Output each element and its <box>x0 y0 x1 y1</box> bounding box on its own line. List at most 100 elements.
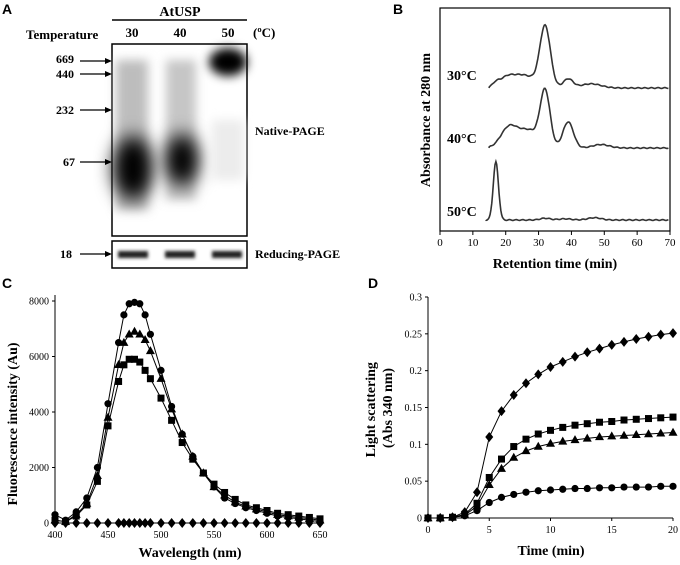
chart-d-point-square <box>510 443 518 451</box>
marker-232-arrow <box>105 107 112 113</box>
chart-d-point-diamond <box>546 361 555 372</box>
chart-d-xtick-label: 10 <box>546 525 556 536</box>
chart-d-ylabel: Light scattering (Abs 340 nm) <box>364 359 396 458</box>
chart-c-point-circle <box>141 311 149 319</box>
chart-b-xtick-label: 0 <box>437 237 443 249</box>
chart-d-point-square <box>645 415 652 423</box>
chart-d-xtick-label: 0 <box>426 525 431 536</box>
chart-c-point-square <box>252 504 260 512</box>
chart-c-point-square <box>141 366 149 374</box>
chart-c-point-triangle <box>140 335 150 344</box>
chart-c-xtick-label: 400 <box>48 530 63 541</box>
chart-c-line-square <box>54 358 321 523</box>
chart-d-point-circle <box>473 507 481 515</box>
chart-d-point-triangle <box>619 430 629 439</box>
chart-d-ytick-label: 0.3 <box>410 293 423 304</box>
chart-c-point-diamond <box>305 518 314 528</box>
chart-d-point-circle <box>583 484 591 493</box>
chart-d-point-diamond <box>571 351 579 362</box>
chart-d-point-square <box>632 415 640 423</box>
chart-c-ytick-label: 6000 <box>29 352 49 363</box>
chart-d-point-diamond <box>620 336 628 347</box>
panel-b: B 0 10 20 30 40 50 60 70 30°C 40°C 50°C Retenti… <box>393 1 676 272</box>
marker-232: 232 <box>56 103 74 117</box>
chart-c-point-diamond <box>51 518 59 528</box>
chart-c-point-triangle <box>92 471 102 480</box>
chart-c-point-circle <box>51 511 59 519</box>
lane-40-band-67 <box>165 134 199 186</box>
chart-d-ylabel-line2: (Abs 340 nm) <box>381 368 396 448</box>
chart-c-ylabel: Fluorescence intensity (Au) <box>6 342 21 505</box>
chart-d-point-diamond <box>595 343 604 354</box>
chart-b-xtick-label: 50 <box>599 237 611 249</box>
chart-d-point-triangle <box>472 501 482 510</box>
chart-c-line-triangle <box>54 330 321 523</box>
chart-c-point-diamond <box>294 518 303 528</box>
marker-440-arrow <box>105 71 112 77</box>
chart-c-point-diamond <box>220 518 229 528</box>
marker-669-arrow <box>105 58 112 64</box>
chart-c-point-square <box>199 469 207 477</box>
chart-d-ytick-label: 0.15 <box>405 403 423 414</box>
chart-c-point-diamond <box>157 518 165 528</box>
chart-b-trace-30°C <box>488 23 669 90</box>
chart-d-point-triangle <box>521 446 531 455</box>
chart-d-point-circle <box>657 482 665 490</box>
chart-d-xtick-label: 5 <box>487 525 492 536</box>
chart-d-xtick-label: 15 <box>607 525 617 536</box>
chart-c-point-square <box>104 422 112 430</box>
chart-c-point-diamond <box>146 518 155 528</box>
chart-c-point-circle <box>120 311 128 319</box>
chart-c-point-diamond <box>82 518 91 528</box>
lane-temp-40: 40 <box>174 25 187 40</box>
chart-c-xtick-label: 500 <box>154 530 169 541</box>
chart-d-point-circle <box>448 513 457 521</box>
chart-c-point-square <box>305 513 313 521</box>
chart-c-xtick-label: 550 <box>207 530 222 541</box>
panel-c: C 0 2000 4000 6000 8000 400 450 500 550 600 650 Wa… <box>2 275 328 561</box>
chart-c-point-diamond <box>273 518 282 528</box>
panel-b-letter: B <box>393 1 403 17</box>
chart-d-point-triangle <box>546 438 555 447</box>
chart-c-point-diamond <box>263 518 271 528</box>
chart-d-xlabel: Time (min) <box>517 544 584 559</box>
chart-d-ytick-label: 0.05 <box>405 477 423 488</box>
chart-d-point-diamond <box>534 369 543 380</box>
chart-b-frame <box>439 7 671 232</box>
marker-669: 669 <box>56 52 74 66</box>
chart-c-point-triangle <box>167 404 177 413</box>
chart-c-ytick-label: 4000 <box>29 408 49 419</box>
lane-50-smear <box>212 120 244 180</box>
chart-d-point-diamond <box>644 331 653 342</box>
reducing-band-50 <box>212 251 242 258</box>
chart-c-point-triangle <box>124 329 134 338</box>
chart-d-point-triangle <box>570 435 580 444</box>
reducing-band-30 <box>118 251 148 258</box>
chart-d-point-triangle <box>533 441 543 450</box>
chart-c-point-diamond <box>231 518 240 528</box>
chart-c-point-diamond <box>210 518 218 528</box>
chart-c-point-diamond <box>188 518 197 528</box>
chart-c-point-square <box>120 361 128 369</box>
chart-d-point-square <box>596 418 603 426</box>
chart-d-point-circle <box>632 483 640 491</box>
chart-c-point-square <box>263 507 271 515</box>
chart-d-point-circle <box>669 482 677 490</box>
marker-18: 18 <box>60 247 72 261</box>
chart-d-point-square <box>571 421 579 429</box>
chart-d: 0 0.05 0.1 0.15 0.2 0.25 0.3 0 5 10 15 20 <box>405 293 679 537</box>
chart-c-point-square <box>115 377 123 385</box>
chart-c-point-triangle <box>130 326 139 335</box>
chart-d-point-triangle <box>607 431 617 440</box>
chart-c-ytick-label: 8000 <box>29 297 49 308</box>
chart-d-point-square <box>583 420 591 428</box>
chart-d-point-square <box>485 473 493 481</box>
chart-b-trace-50°C <box>485 158 669 222</box>
chart-d-point-circle <box>620 483 628 491</box>
chart-c-point-square <box>284 511 292 519</box>
chart-d-point-circle <box>559 485 567 493</box>
lane-30-band-67 <box>113 136 153 200</box>
chart-c-point-square <box>146 375 154 383</box>
chart-c-point-diamond <box>199 518 208 528</box>
chart-b-xtick-label: 70 <box>665 237 677 249</box>
